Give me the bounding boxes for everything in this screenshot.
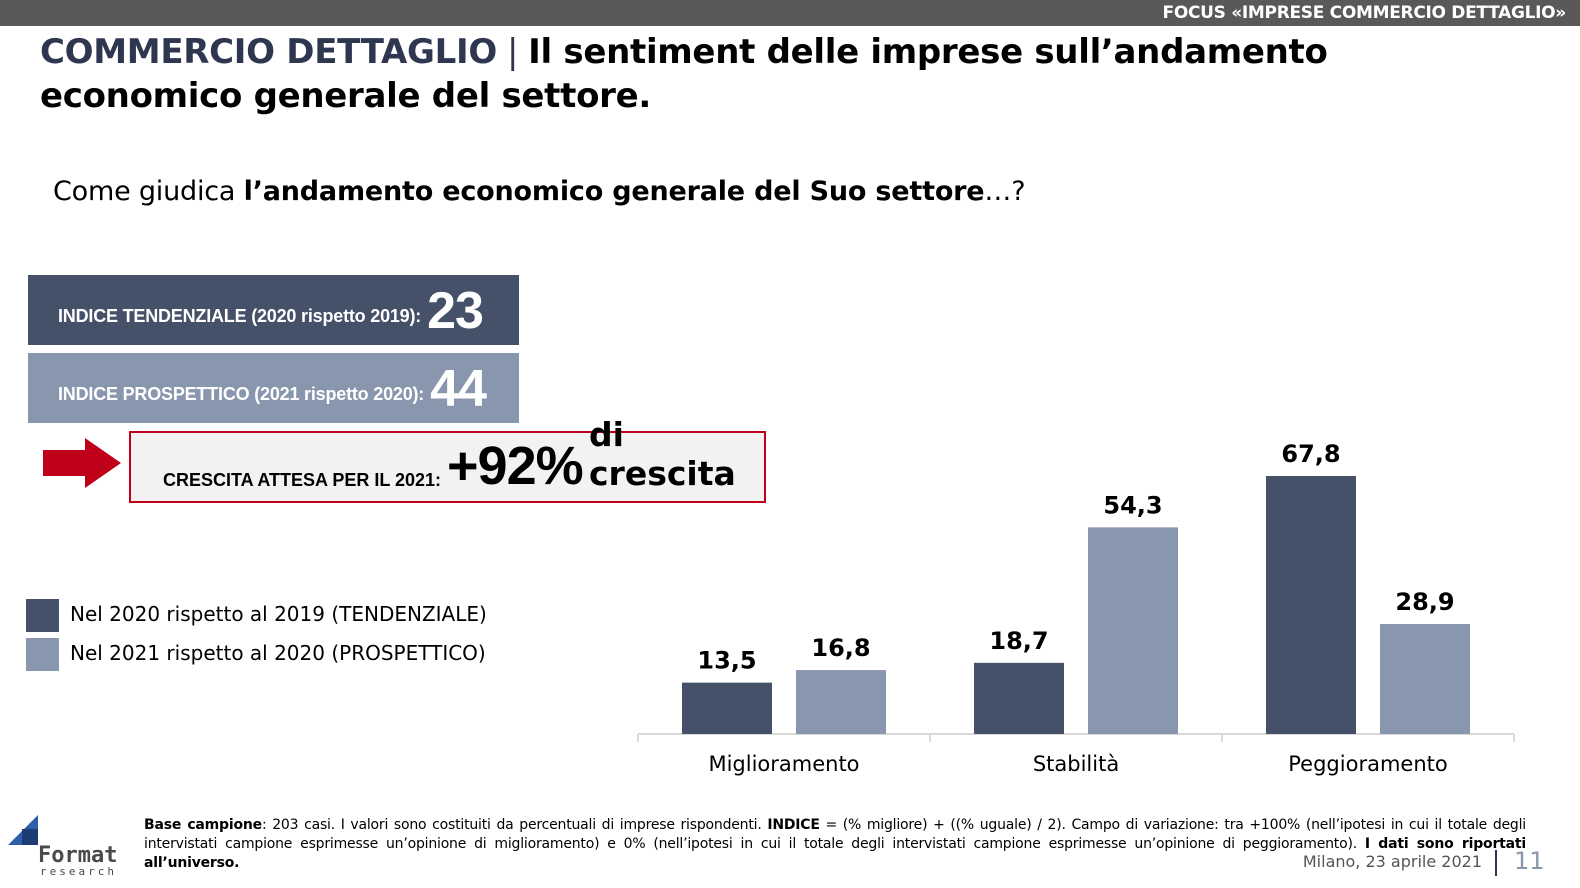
- question-suffix: …?: [984, 176, 1026, 207]
- title-text: Il sentiment delle imprese sull’andament…: [40, 32, 1328, 116]
- bar-value-label: 16,8: [811, 634, 870, 662]
- x-tick-label: Peggioramento: [1288, 752, 1447, 776]
- legend-label: Nel 2020 rispetto al 2019 (TENDENZIALE): [70, 602, 487, 626]
- bar: [974, 662, 1064, 734]
- bar: [1380, 624, 1470, 734]
- growth-label: CRESCITA ATTESA PER IL 2021:: [163, 470, 442, 490]
- page-separator: [1495, 850, 1497, 876]
- question-bold: l’andamento economico generale del Suo s…: [243, 176, 985, 207]
- prospettico-box: INDICE PROSPETTICO (2021 rispetto 2020):…: [28, 353, 519, 423]
- note-text-1: : 203 casi. I valori sono costituiti da …: [261, 817, 768, 833]
- page-title: COMMERCIO DETTAGLIO | Il sentiment delle i…: [40, 30, 1540, 118]
- bar-value-label: 67,8: [1281, 440, 1340, 468]
- arrow-right-icon: [43, 438, 121, 488]
- bar-value-label: 28,9: [1395, 588, 1454, 616]
- x-tick-label: Miglioramento: [708, 752, 859, 776]
- logo-mark-icon: [8, 815, 38, 845]
- tendenziale-label: INDICE TENDENZIALE (2020 rispetto 2019):: [58, 306, 422, 326]
- survey-question: Come giudica l’andamento economico gener…: [53, 176, 1026, 207]
- note-bold-universe: I dati sono riportati all’universo.: [144, 836, 1526, 871]
- legend-label: Nel 2021 rispetto al 2020 (PROSPETTICO): [70, 641, 486, 665]
- bar: [1088, 527, 1178, 734]
- bar: [1266, 476, 1356, 734]
- bar: [682, 682, 772, 734]
- footer-note: Base campione: 203 casi. I valori sono c…: [144, 816, 1526, 873]
- note-bold-index: INDICE: [767, 817, 820, 833]
- tendenziale-box: INDICE TENDENZIALE (2020 rispetto 2019):…: [28, 275, 519, 345]
- legend-swatch: [26, 638, 59, 671]
- logo-sub: research: [40, 865, 117, 878]
- prospettico-value: 44: [430, 360, 487, 418]
- title-separator: |: [507, 32, 519, 72]
- footer-date: Milano, 23 aprile 2021: [1302, 852, 1482, 871]
- note-text-2: = (% migliore) + ((% uguale) / 2). Campo…: [144, 817, 1526, 852]
- bar-value-label: 18,7: [989, 627, 1048, 655]
- format-research-logo: Format research: [8, 815, 144, 879]
- question-prefix: Come giudica: [53, 176, 244, 207]
- note-bold-base: Base campione: [144, 817, 262, 833]
- top-bar: FOCUS «IMPRESE COMMERCIO DETTAGLIO»: [0, 0, 1580, 26]
- bar: [796, 670, 886, 734]
- growth-callout: CRESCITA ATTESA PER IL 2021: +92% di cre…: [129, 415, 766, 503]
- tendenziale-value: 23: [427, 282, 484, 340]
- legend-swatch: [26, 599, 59, 632]
- title-brand: COMMERCIO DETTAGLIO: [40, 32, 497, 72]
- prospettico-label: INDICE PROSPETTICO (2021 rispetto 2020):: [58, 384, 425, 404]
- bar-value-label: 54,3: [1103, 491, 1162, 519]
- x-tick-label: Stabilità: [1033, 752, 1119, 776]
- growth-value: +92%: [447, 436, 584, 496]
- growth-text: di crescita: [589, 415, 736, 493]
- bar-value-label: 13,5: [697, 647, 756, 675]
- focus-label: FOCUS «IMPRESE COMMERCIO DETTAGLIO»: [1162, 3, 1567, 23]
- page-number: 11: [1514, 847, 1545, 875]
- logo-word: Format: [38, 843, 118, 868]
